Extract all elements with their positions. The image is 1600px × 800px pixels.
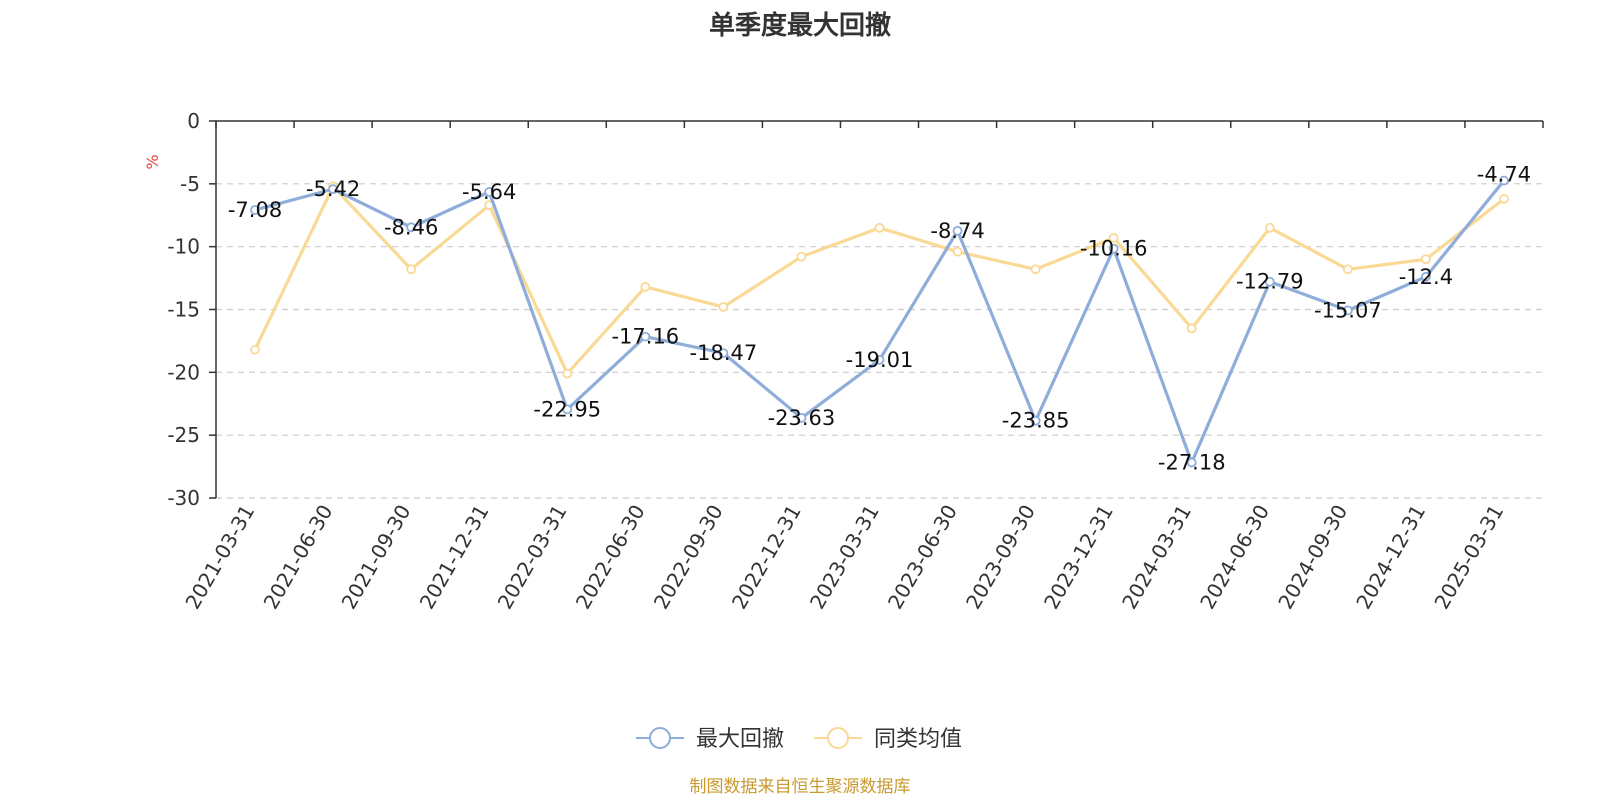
data-point-max-drawdown[interactable] xyxy=(1342,305,1353,316)
data-point-max-drawdown[interactable] xyxy=(1264,276,1275,287)
data-label-max-drawdown: -10.16 xyxy=(1080,237,1148,261)
data-point-peer-average[interactable] xyxy=(250,344,260,355)
data-point-max-drawdown[interactable] xyxy=(874,354,885,365)
data-point-peer-average[interactable] xyxy=(1108,232,1119,243)
x-tick-label: 2022-12-31 xyxy=(727,501,806,614)
data-point-max-drawdown[interactable] xyxy=(328,184,338,195)
data-label-max-drawdown: -8.46 xyxy=(384,215,438,239)
data-point-max-drawdown[interactable] xyxy=(640,331,651,342)
x-tick-label: 2022-09-30 xyxy=(649,501,728,614)
data-point-max-drawdown[interactable] xyxy=(1499,175,1509,186)
x-tick-label: 2022-03-31 xyxy=(493,501,572,614)
data-label-max-drawdown: -22.95 xyxy=(533,397,601,421)
data-label-max-drawdown: -12.4 xyxy=(1399,265,1453,289)
data-point-peer-average[interactable] xyxy=(406,264,417,275)
legend-label-max-drawdown: 最大回撤 xyxy=(696,727,784,752)
data-label-max-drawdown: -19.01 xyxy=(846,348,914,372)
data-point-max-drawdown[interactable] xyxy=(406,222,417,233)
x-tick-label: 2024-12-31 xyxy=(1351,501,1430,614)
data-label-max-drawdown: -7.08 xyxy=(228,198,282,222)
data-point-max-drawdown[interactable] xyxy=(952,225,963,236)
data-label-max-drawdown: -5.42 xyxy=(306,177,360,201)
legend: 最大回撤 同类均值 xyxy=(636,727,962,752)
x-tick-label: 2023-03-31 xyxy=(805,501,884,614)
y-tick-label: -20 xyxy=(167,360,200,384)
data-point-max-drawdown[interactable] xyxy=(1030,415,1041,426)
data-point-peer-average[interactable] xyxy=(718,302,729,312)
y-tick-label: -15 xyxy=(167,298,200,322)
data-label-max-drawdown: -17.16 xyxy=(611,325,679,349)
chart-title: 单季度最大回撤 xyxy=(709,10,891,41)
legend-marker-peer-average xyxy=(827,727,849,749)
x-tick-label: 2022-06-30 xyxy=(571,501,650,614)
x-tick-label: 2024-09-30 xyxy=(1273,501,1352,614)
data-point-peer-average[interactable] xyxy=(562,368,573,379)
data-label-max-drawdown: -15.07 xyxy=(1314,298,1382,322)
legend-label-peer-average: 同类均值 xyxy=(874,727,962,752)
data-label-max-drawdown: -27.18 xyxy=(1158,451,1226,475)
data-labels-layer: -7.08 -5.42 -8.46 -5.64 -22.95 -17.16 -18.47 -2… xyxy=(228,163,1531,475)
data-label-max-drawdown: -8.74 xyxy=(930,219,984,243)
data-point-peer-average[interactable] xyxy=(1030,264,1041,275)
data-point-peer-average[interactable] xyxy=(1264,222,1275,233)
x-tick-label: 2024-03-31 xyxy=(1117,501,1196,614)
data-point-peer-average[interactable] xyxy=(796,251,807,262)
data-point-peer-average[interactable] xyxy=(1499,194,1509,204)
data-point-peer-average[interactable] xyxy=(952,246,963,257)
x-tick-label: 2021-09-30 xyxy=(337,501,416,614)
x-tick-label: 2021-12-31 xyxy=(415,501,494,614)
legend-marker-max-drawdown xyxy=(649,727,671,749)
data-point-peer-average[interactable] xyxy=(640,281,651,292)
data-label-max-drawdown: -5.64 xyxy=(462,180,516,204)
y-axis-unit-label: % xyxy=(143,154,162,169)
data-point-peer-average[interactable] xyxy=(1421,254,1431,265)
x-tick-label: 2024-06-30 xyxy=(1195,501,1274,614)
data-source-note: 制图数据来自恒生聚源数据库 xyxy=(690,777,911,797)
legend-item-peer-average[interactable]: 同类均值 xyxy=(814,727,962,752)
data-point-max-drawdown[interactable] xyxy=(718,348,729,359)
y-tick-label: -10 xyxy=(167,235,200,259)
data-point-max-drawdown[interactable] xyxy=(1108,243,1119,254)
data-point-max-drawdown[interactable] xyxy=(250,205,260,215)
y-tick-label: -30 xyxy=(167,486,200,510)
x-tick-label: 2023-06-30 xyxy=(883,501,962,614)
data-label-max-drawdown: -12.79 xyxy=(1236,270,1304,294)
x-tick-label: 2021-06-30 xyxy=(259,501,338,614)
x-tick-label: 2021-03-31 xyxy=(180,501,259,614)
data-point-peer-average[interactable] xyxy=(1342,264,1353,275)
y-tick-label: -25 xyxy=(167,423,200,447)
x-tick-label: 2023-12-31 xyxy=(1039,501,1118,614)
y-tick-label: -5 xyxy=(180,172,200,196)
x-tick-label: 2023-09-30 xyxy=(961,501,1040,614)
series-layer xyxy=(250,175,1509,468)
data-point-peer-average[interactable] xyxy=(874,222,885,233)
y-axis: 0 -5 -10 -15 -20 -25 -30 xyxy=(167,109,217,510)
legend-item-max-drawdown[interactable]: 最大回撤 xyxy=(636,727,784,752)
data-label-max-drawdown: -23.85 xyxy=(1002,409,1070,433)
data-point-max-drawdown[interactable] xyxy=(484,186,495,197)
data-label-max-drawdown: -23.63 xyxy=(768,406,836,430)
data-label-max-drawdown: -18.47 xyxy=(690,341,758,365)
data-point-max-drawdown[interactable] xyxy=(1186,457,1197,468)
x-tick-label: 2025-03-31 xyxy=(1429,501,1508,614)
data-point-max-drawdown[interactable] xyxy=(1421,271,1431,282)
data-point-max-drawdown[interactable] xyxy=(796,413,807,423)
y-tick-label: 0 xyxy=(187,109,200,133)
data-point-max-drawdown[interactable] xyxy=(562,404,573,415)
data-point-peer-average[interactable] xyxy=(1186,323,1197,334)
data-label-max-drawdown: -4.74 xyxy=(1477,163,1531,187)
